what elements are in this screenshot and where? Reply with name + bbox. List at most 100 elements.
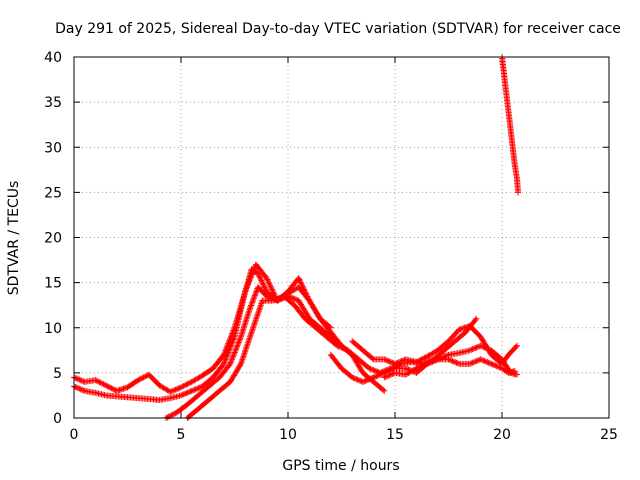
data-point [75,376,82,383]
data-point [248,302,255,309]
data-point [230,327,237,334]
data-point [251,321,258,328]
data-point [418,363,425,370]
data-point [104,383,111,390]
data-point [250,267,257,274]
data-point [448,357,455,364]
data-point [251,265,258,272]
data-point [171,410,178,417]
data-point [362,377,369,384]
data-point [242,347,249,354]
data-point [367,375,374,382]
data-point [382,356,389,363]
data-point [241,350,248,357]
data-point [266,280,273,287]
data-point [432,357,439,364]
x-tick-label: 25 [600,427,618,443]
data-point [228,331,235,338]
data-point [417,363,424,370]
data-point [183,390,190,397]
data-point [472,316,479,323]
data-point [338,344,345,351]
data-point [385,358,392,365]
data-point [295,275,302,282]
x-tick-label: 10 [279,427,297,443]
data-point [249,270,256,277]
data-point [99,380,106,387]
data-point [425,360,432,367]
data-point [236,336,243,343]
data-point [361,378,368,385]
data-point [254,311,261,318]
data-point [433,356,440,363]
data-point [336,343,343,350]
data-point [230,352,237,359]
data-point [363,377,370,384]
data-point [270,289,277,296]
data-point [334,342,341,349]
data-point [249,327,256,334]
data-point [417,357,424,364]
data-point [446,356,453,363]
data-point [437,355,444,362]
data-point [380,386,387,393]
data-point [299,283,306,290]
data-point [492,362,499,369]
data-point [387,371,394,378]
data-point [246,306,253,313]
data-point [225,339,232,345]
data-point [413,365,420,372]
data-point [252,318,259,325]
data-point [186,380,193,387]
data-point [245,338,252,345]
data-point [182,382,189,389]
data-point [261,284,268,291]
data-point [253,288,260,295]
data-point [515,189,522,196]
data-point [227,334,234,341]
data-point [513,342,520,349]
data-point [182,390,189,397]
data-point [480,357,487,364]
data-point [260,281,267,288]
data-point [421,361,428,368]
data-point [269,287,276,294]
data-point [224,341,231,348]
data-point [240,351,247,358]
data-point [490,361,497,368]
data-point [477,356,484,363]
data-point [108,385,115,392]
data-point [220,351,227,358]
data-point [267,283,274,290]
data-point [263,275,270,282]
data-point [252,289,259,296]
data-point [252,317,259,324]
data-point [168,388,175,395]
data-point [381,374,388,381]
data-point [493,363,500,370]
data-point [367,365,374,372]
data-point [180,391,187,398]
data-point [258,278,265,285]
data-point [253,314,260,321]
data-point [250,268,257,275]
data-point [257,274,264,281]
data-point [290,295,297,302]
data-point [420,362,427,369]
data-point [169,387,176,394]
data-point [97,379,104,386]
data-point [184,389,191,396]
series-satellite-track-7 [381,342,520,381]
data-point [231,349,238,356]
data-point [220,360,227,367]
data-point [416,364,423,371]
data-point [371,367,378,374]
data-point [257,303,264,310]
data-point [184,380,191,387]
data-point [73,375,80,382]
data-point [229,329,236,336]
data-point [453,359,460,366]
data-point [266,282,273,289]
data-point [194,385,201,392]
data-point [232,346,239,353]
